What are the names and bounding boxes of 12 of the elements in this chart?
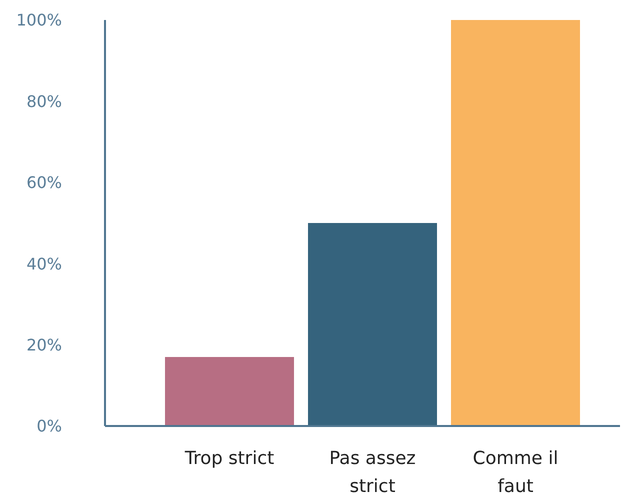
y-tick-label: 100% (16, 10, 62, 30)
x-tick-label: Pas assez strict (329, 448, 416, 494)
y-tick-label: 60% (26, 173, 62, 192)
y-tick-label: 80% (26, 92, 62, 111)
bar (165, 356, 294, 426)
y-tick-label: 0% (36, 416, 62, 436)
x-tick-label: Comme il faut (472, 448, 558, 494)
y-tick-label: 20% (26, 335, 62, 354)
x-tick-label: Trop strict (184, 448, 274, 469)
y-tick-label: 40% (26, 254, 62, 274)
bar (308, 223, 437, 426)
bar (451, 20, 580, 426)
